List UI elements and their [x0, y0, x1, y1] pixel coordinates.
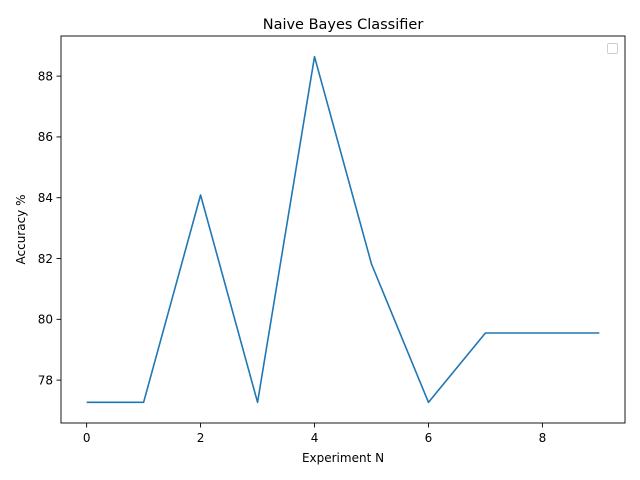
x-tick-label: 4 [311, 431, 319, 445]
plot-series [86, 55, 600, 404]
x-tick-label: 0 [83, 431, 91, 445]
x-axis-label: Experiment N [302, 451, 384, 465]
y-tick-label: 84 [38, 191, 53, 205]
y-axis-label: Accuracy % [14, 194, 28, 264]
y-axis: 78 80 82 84 86 88 [38, 69, 61, 387]
series-line [86, 55, 600, 404]
chart-title: Naive Bayes Classifier [263, 17, 424, 33]
x-axis: 0 2 4 6 8 [83, 423, 546, 445]
x-tick-label: 8 [539, 431, 547, 445]
x-tick-label: 2 [197, 431, 205, 445]
y-tick-label: 88 [38, 69, 53, 83]
plot-frame [60, 35, 626, 424]
y-tick-label: 82 [38, 252, 53, 266]
y-tick-label: 80 [38, 313, 53, 327]
x-tick-label: 6 [425, 431, 433, 445]
y-tick-label: 86 [38, 130, 53, 144]
y-tick-label: 78 [38, 373, 53, 387]
legend-box [607, 43, 618, 54]
